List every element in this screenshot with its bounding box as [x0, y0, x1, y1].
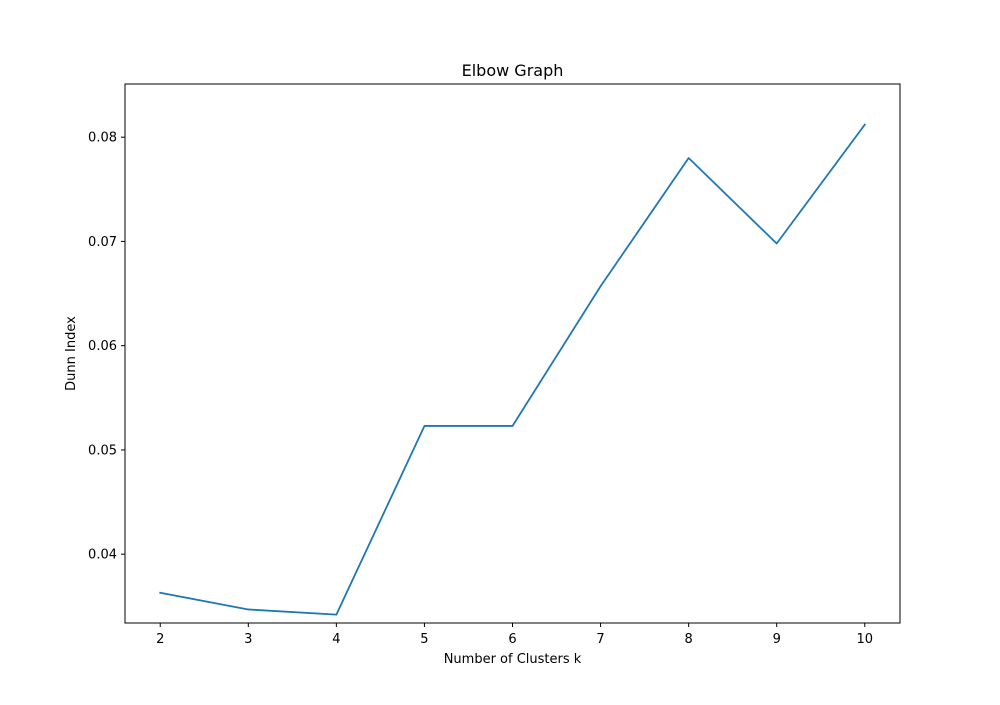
x-tick-label: 2: [156, 632, 164, 647]
x-tick-label: 3: [244, 632, 252, 647]
ticks-layer: 2 3 4 5 6 7 8 9 10 0.04 0.05 0.06 0.07 0.08: [88, 131, 873, 647]
y-axis-label: Dunn Index: [64, 316, 79, 391]
y-tick-label: 0.08: [88, 131, 117, 146]
y-tick-label: 0.05: [88, 443, 117, 458]
plot-layer: [159, 123, 867, 616]
chart-title: Elbow Graph: [462, 61, 564, 80]
x-tick-label: 5: [420, 632, 428, 647]
x-tick-label: 7: [596, 632, 604, 647]
y-tick-label: 0.06: [88, 339, 117, 354]
y-tick-label: 0.04: [88, 548, 117, 563]
x-tick-label: 9: [773, 632, 781, 647]
x-tick-label: 4: [332, 632, 340, 647]
x-tick-label: 6: [508, 632, 516, 647]
axes-frame: [124, 83, 901, 624]
series-line: [159, 123, 867, 616]
y-tick-label: 0.07: [88, 235, 117, 250]
x-tick-label: 8: [684, 632, 692, 647]
x-axis-label: Number of Clusters k: [444, 652, 582, 667]
x-tick-label: 10: [856, 632, 873, 647]
